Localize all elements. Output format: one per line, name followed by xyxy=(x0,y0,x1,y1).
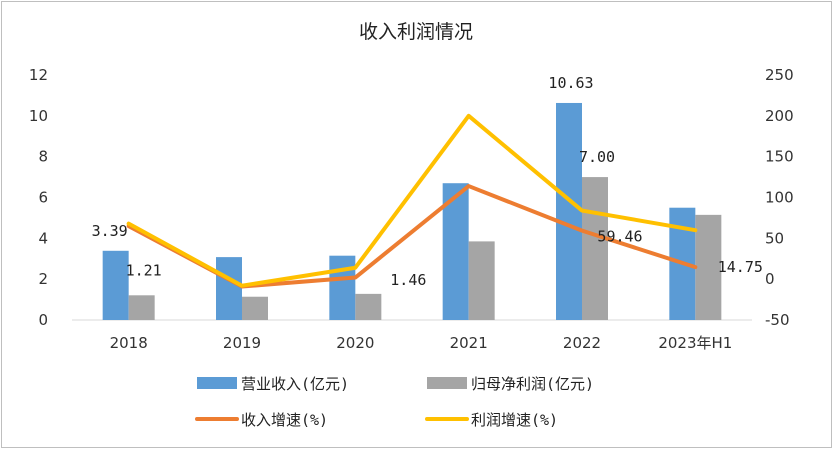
legend-swatch xyxy=(427,377,467,389)
legend-swatch xyxy=(197,377,237,389)
revenue-bar xyxy=(102,250,129,320)
y-left-tick-label: 2 xyxy=(38,270,48,288)
x-tick-label: 2022 xyxy=(563,334,601,352)
y-left-tick-label: 0 xyxy=(38,311,48,329)
net-profit-bar xyxy=(582,177,608,320)
data-label: 1.46 xyxy=(390,271,426,289)
x-tick-label: 2018 xyxy=(110,334,148,352)
chart-title: 收入利润情况 xyxy=(359,21,473,43)
data-label: 1.21 xyxy=(126,261,162,279)
net-profit-bar xyxy=(468,241,495,320)
data-label: 7.00 xyxy=(579,148,615,166)
revenue-bar xyxy=(329,255,356,320)
legend-label: 收入增速(%) xyxy=(241,411,328,429)
y-right-tick-label: 50 xyxy=(765,229,784,247)
y-right-tick-label: 0 xyxy=(765,270,775,288)
data-label: 3.39 xyxy=(92,222,128,240)
net-profit-bar xyxy=(355,293,382,320)
data-label: 10.63 xyxy=(548,74,593,92)
data-label: 59.46 xyxy=(597,228,642,246)
revenue-bar xyxy=(556,102,582,321)
x-tick-label: 2019 xyxy=(223,334,261,352)
y-left-tick-label: 12 xyxy=(29,66,48,84)
y-left-tick-label: 10 xyxy=(29,107,48,125)
y-right-tick-label: 100 xyxy=(765,189,794,207)
x-tick-label: 2023年H1 xyxy=(658,334,732,352)
legend: 营业收入(亿元) 归母净利润(亿元) 收入增速(%) 利润增速(%) xyxy=(195,375,594,429)
data-label: 14.75 xyxy=(718,258,763,276)
x-tick-label: 2021 xyxy=(450,334,488,352)
y-right-tick-label: 250 xyxy=(765,66,794,84)
legend-label: 归母净利润(亿元) xyxy=(471,375,594,393)
y-right-tick-label: 150 xyxy=(765,148,794,166)
y-left-tick-label: 4 xyxy=(38,229,48,247)
net-profit-bar xyxy=(695,214,722,320)
net-profit-bar xyxy=(242,296,268,320)
x-tick-label: 2020 xyxy=(336,334,374,352)
legend-label: 利润增速(%) xyxy=(471,411,558,429)
legend-label: 营业收入(亿元) xyxy=(241,375,349,393)
y-left-tick-label: 6 xyxy=(38,189,48,207)
revenue-bar xyxy=(216,257,242,320)
profit-growth-line xyxy=(126,113,698,288)
y-right-tick-label: -50 xyxy=(765,311,790,329)
lines xyxy=(126,113,698,289)
net-profit-bar xyxy=(128,295,155,320)
y-left-tick-label: 8 xyxy=(38,148,48,166)
data-labels: 3.39 1.21 1.46 10.63 7.00 59.46 14.75 xyxy=(92,74,763,289)
y-right-tick-label: 200 xyxy=(765,107,794,125)
axes: 0 2 4 6 8 10 12 -50 0 50 100 150 200 250 2018 2019 2020 2… xyxy=(29,66,794,352)
